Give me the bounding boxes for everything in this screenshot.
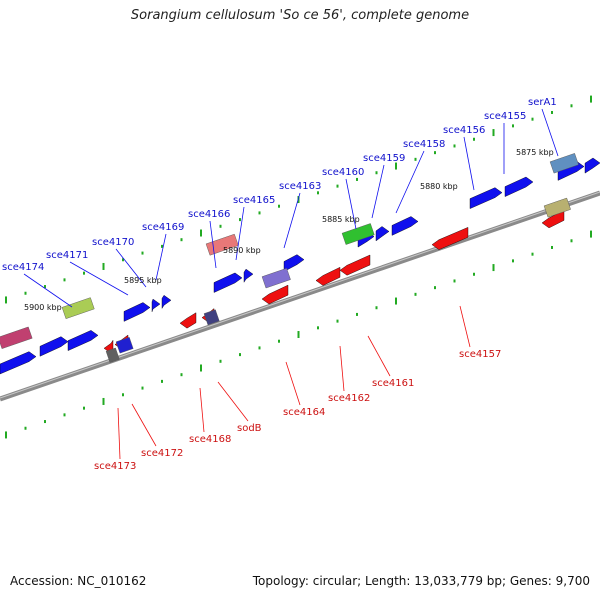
gene-label-sce4163: sce4163 <box>279 181 321 192</box>
label-leader-lines <box>23 108 559 460</box>
forward-gene <box>375 226 390 242</box>
leader-line <box>217 381 249 422</box>
gene-features <box>0 153 600 375</box>
kbp-label-5885: 5885 kbp <box>322 215 360 224</box>
leader-line <box>459 305 471 348</box>
forward-gene <box>0 351 37 375</box>
leader-line <box>371 164 385 219</box>
leader-line <box>155 233 167 281</box>
gene-label-sce4173: sce4173 <box>94 461 136 472</box>
kbp-label-5890: 5890 kbp <box>223 246 261 255</box>
gene-label-sce4159: sce4159 <box>363 153 405 164</box>
forward-gene <box>391 216 419 236</box>
leader-line <box>199 387 205 433</box>
kbp-label-5895: 5895 kbp <box>124 276 162 285</box>
forward-gene <box>243 268 254 283</box>
rna-feature <box>261 267 291 289</box>
leader-line <box>395 150 425 214</box>
gene-label-sce4160: sce4160 <box>322 167 364 178</box>
kbp-label-5875: 5875 kbp <box>516 148 554 157</box>
gene-label-serA1: serA1 <box>528 97 557 108</box>
gene-label-sce4166: sce4166 <box>188 209 230 220</box>
reverse-gene <box>261 284 289 305</box>
rna-feature <box>549 153 579 174</box>
gene-label-sce4170: sce4170 <box>92 237 134 248</box>
forward-gene <box>213 272 243 293</box>
gene-label-sce4168: sce4168 <box>189 434 231 445</box>
rna-feature <box>105 347 120 363</box>
rna-feature <box>61 297 95 319</box>
gene-label-sce4169: sce4169 <box>142 222 184 233</box>
rna-feature <box>205 233 239 256</box>
leader-line <box>23 273 73 308</box>
gene-label-sce4164: sce4164 <box>283 407 325 418</box>
forward-gene <box>469 187 503 209</box>
leader-line <box>209 220 217 269</box>
forward-gene <box>39 336 69 357</box>
kbp-label-5880: 5880 kbp <box>420 182 458 191</box>
forward-gene <box>151 298 161 312</box>
reverse-gene <box>541 210 565 229</box>
leader-line <box>235 206 245 261</box>
reverse-gene <box>431 227 469 250</box>
forward-gene <box>584 157 600 174</box>
leader-line <box>345 178 357 230</box>
accession-text: Accession: NC_010162 <box>10 574 147 588</box>
leader-line <box>541 108 559 157</box>
leader-line <box>463 136 475 191</box>
gene-label-sce4171: sce4171 <box>46 250 88 261</box>
genome-info-text: Topology: circular; Length: 13,033,779 b… <box>252 574 590 588</box>
gene-label-sodB: sodB <box>237 423 262 434</box>
gene-label-sce4156: sce4156 <box>443 125 485 136</box>
rna-feature <box>0 326 33 349</box>
reverse-gene <box>339 254 371 276</box>
tick-marks <box>5 95 592 439</box>
reverse-gene <box>315 266 341 286</box>
gene-label-sce4161: sce4161 <box>372 378 414 389</box>
leader-line <box>69 261 129 296</box>
kbp-label-5900: 5900 kbp <box>24 303 62 312</box>
forward-gene <box>123 302 151 322</box>
gene-label-sce4162: sce4162 <box>328 393 370 404</box>
forward-gene <box>115 337 134 354</box>
leader-line <box>131 403 157 447</box>
forward-gene <box>161 295 172 310</box>
gene-label-sce4158: sce4158 <box>403 139 445 150</box>
forward-gene <box>67 330 99 351</box>
gene-label-sce4174: sce4174 <box>2 262 44 273</box>
rna-feature <box>543 197 571 218</box>
leader-line <box>339 345 345 392</box>
gene-label-sce4172: sce4172 <box>141 448 183 459</box>
gene-label-sce4155: sce4155 <box>484 111 526 122</box>
leader-line <box>285 361 301 406</box>
gene-label-sce4157: sce4157 <box>459 349 501 360</box>
leader-line <box>283 192 301 249</box>
leader-line <box>115 248 147 288</box>
leader-line <box>367 335 391 377</box>
forward-gene <box>504 176 534 197</box>
genome-backbone <box>0 190 600 402</box>
map-title: Sorangium cellulosum 'So ce 56', complet… <box>130 8 470 23</box>
gene-label-sce4165: sce4165 <box>233 195 275 206</box>
reverse-gene <box>179 312 197 329</box>
rna-feature <box>203 309 220 326</box>
leader-line <box>117 407 121 460</box>
